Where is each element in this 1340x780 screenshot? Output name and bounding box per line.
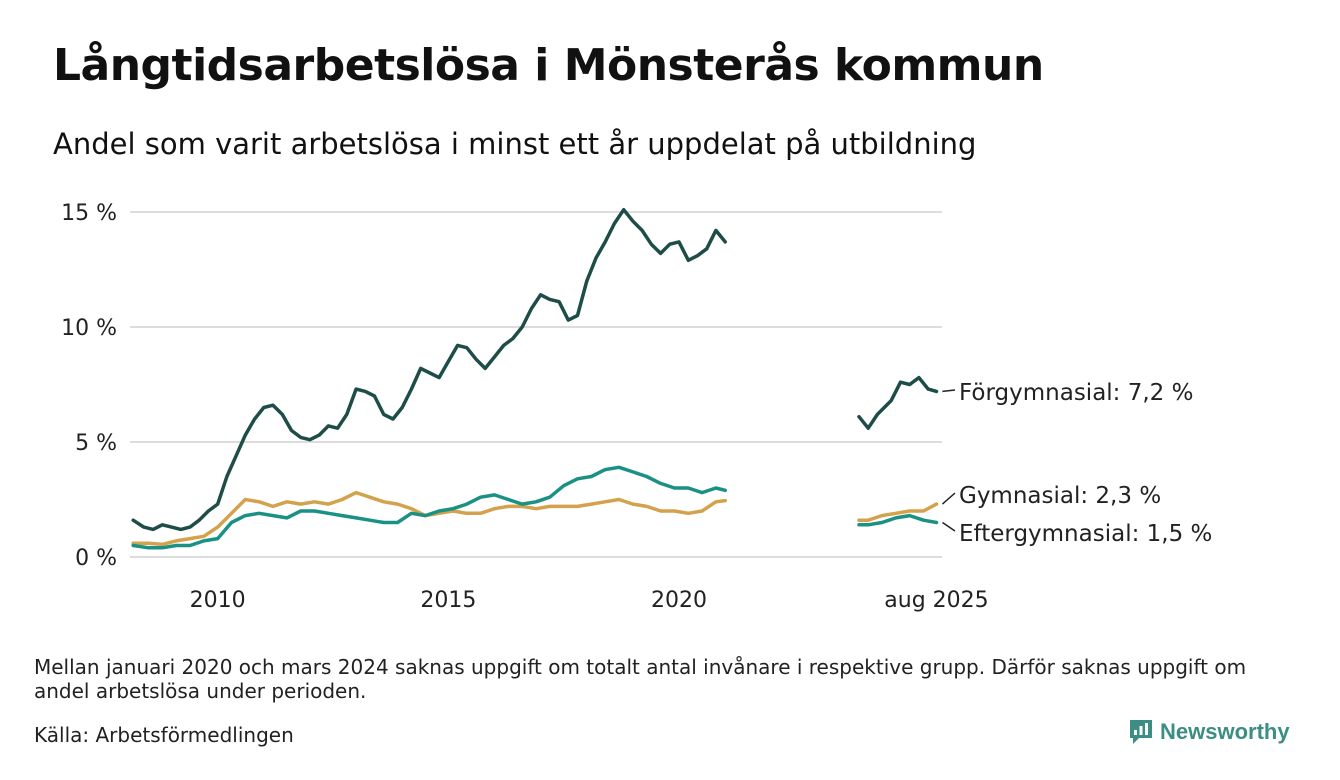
chart-title: Långtidsarbetslösa i Mönsterås kommun <box>53 40 1044 91</box>
y-tick-label: 10 % <box>61 316 117 341</box>
series-lines <box>131 207 939 550</box>
y-axis-ticks: 0 % 5 % 10 % 15 % <box>61 201 117 571</box>
end-label-förgymnasial: Förgymnasial: 7,2 % <box>959 380 1193 406</box>
grid-lines <box>130 211 942 558</box>
bar-chart-icon <box>1130 720 1152 744</box>
x-tick-label: 2020 <box>651 588 707 613</box>
source-text: Källa: Arbetsförmedlingen <box>34 723 294 747</box>
y-tick-label: 0 % <box>75 546 117 571</box>
series-line-förgymnasial <box>857 375 939 430</box>
end-labels: Förgymnasial: 7,2 % Gymnasial: 2,3 % Efter… <box>941 380 1212 547</box>
chart-subtitle: Andel som varit arbetslösa i minst ett å… <box>53 127 977 161</box>
series-line-eftergymnasial <box>131 465 727 550</box>
series-line-gymnasial <box>857 502 939 522</box>
footnote: Mellan januari 2020 och mars 2024 saknas… <box>34 655 1247 703</box>
series-line-gymnasial <box>131 490 727 547</box>
x-tick-label: 2015 <box>420 588 476 613</box>
end-label-eftergymnasial: Eftergymnasial: 1,5 % <box>959 521 1212 547</box>
x-axis-ticks: 2010 2015 2020 aug 2025 <box>190 588 989 613</box>
label-leader-line <box>941 492 956 505</box>
newsworthy-logo: Newsworthy <box>1128 718 1290 746</box>
label-leader-line <box>942 521 956 532</box>
y-tick-label: 5 % <box>75 431 117 456</box>
y-tick-label: 15 % <box>61 201 117 226</box>
x-tick-label: 2010 <box>190 588 246 613</box>
brand-name: Newsworthy <box>1160 719 1290 744</box>
label-leader-line <box>942 389 956 393</box>
series-line-eftergymnasial <box>857 513 939 527</box>
line-chart: 0 % 5 % 10 % 15 % 2010 2015 2020 aug 2025 Förg… <box>61 201 1212 613</box>
x-tick-label: aug 2025 <box>884 588 988 613</box>
end-label-gymnasial: Gymnasial: 2,3 % <box>959 483 1161 509</box>
series-line-förgymnasial <box>131 207 727 532</box>
